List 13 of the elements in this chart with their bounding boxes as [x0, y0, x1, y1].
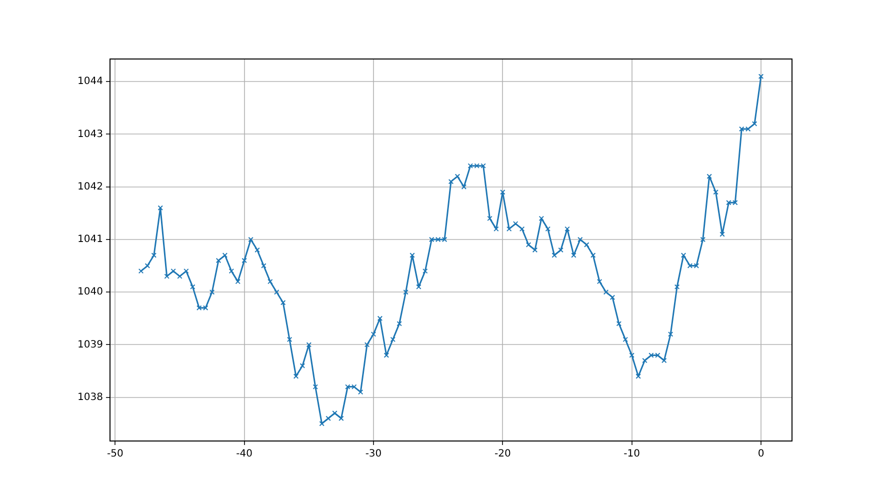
- x-tick-label: -40: [236, 448, 253, 460]
- x-tick-label: 0: [758, 448, 764, 460]
- y-tick-label: 1042: [78, 181, 103, 192]
- x-tick-label: -50: [106, 448, 124, 460]
- y-tick-label: 1041: [78, 234, 103, 246]
- x-tick-label: -20: [494, 448, 511, 460]
- x-tick-label: -10: [624, 448, 640, 460]
- y-tick-label: 1044: [78, 76, 103, 88]
- y-tick-label: 1039: [78, 339, 103, 350]
- y-tick-label: 1038: [78, 392, 103, 403]
- y-tick-label: 1043: [78, 128, 103, 140]
- y-tick-label: 1040: [78, 286, 103, 298]
- x-tick-label: -30: [365, 448, 382, 460]
